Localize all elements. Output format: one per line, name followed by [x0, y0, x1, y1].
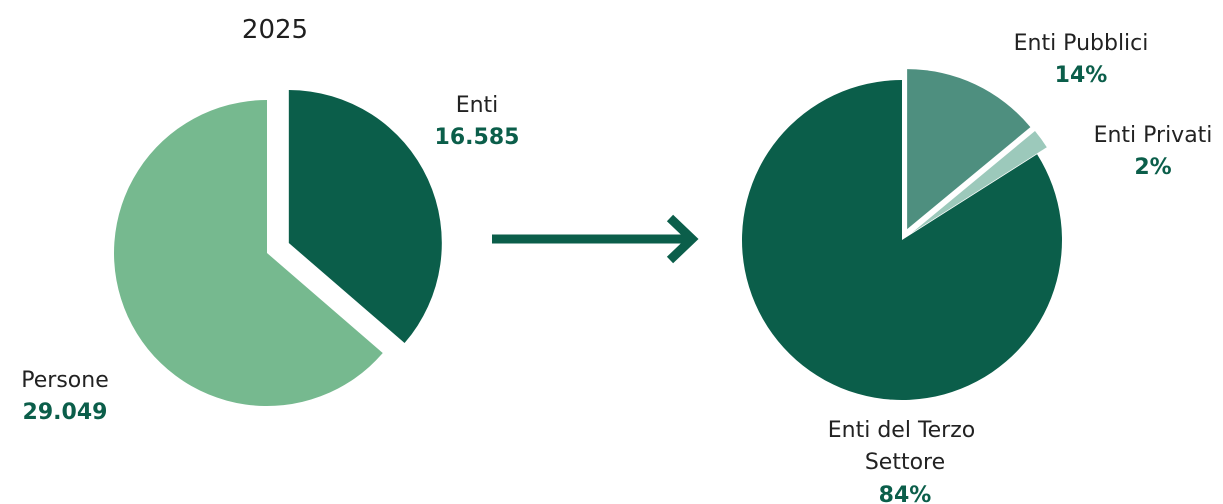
value-persone: 29.049	[23, 400, 108, 425]
label-enti-privati: Enti Privati	[1094, 123, 1213, 148]
slice-enti-terzo-settore	[741, 79, 1062, 400]
value-enti: 16.585	[435, 125, 520, 150]
label-persone: Persone	[21, 368, 108, 393]
pie-2025: 2025 Enti 16.585 Persone 29.049	[21, 15, 519, 425]
value-enti-terzo-settore: 84%	[879, 483, 932, 504]
slice-persone	[114, 100, 383, 406]
slice-enti-pubblici	[907, 69, 1031, 230]
arrow-right-icon	[492, 214, 699, 264]
value-enti-pubblici: 14%	[1055, 63, 1108, 88]
slice-enti	[288, 90, 442, 344]
chart-title: 2025	[242, 15, 308, 45]
label-enti: Enti	[456, 93, 499, 118]
value-enti-privati: 2%	[1134, 155, 1171, 180]
label-enti-pubblici: Enti Pubblici	[1014, 31, 1149, 56]
pie-breakdown: Enti Pubblici 14% Enti Privati 2% Enti d…	[741, 31, 1213, 504]
label-enti-terzo-settore: Enti del Terzo Settore	[828, 418, 982, 475]
slice-enti-privati	[911, 130, 1047, 233]
